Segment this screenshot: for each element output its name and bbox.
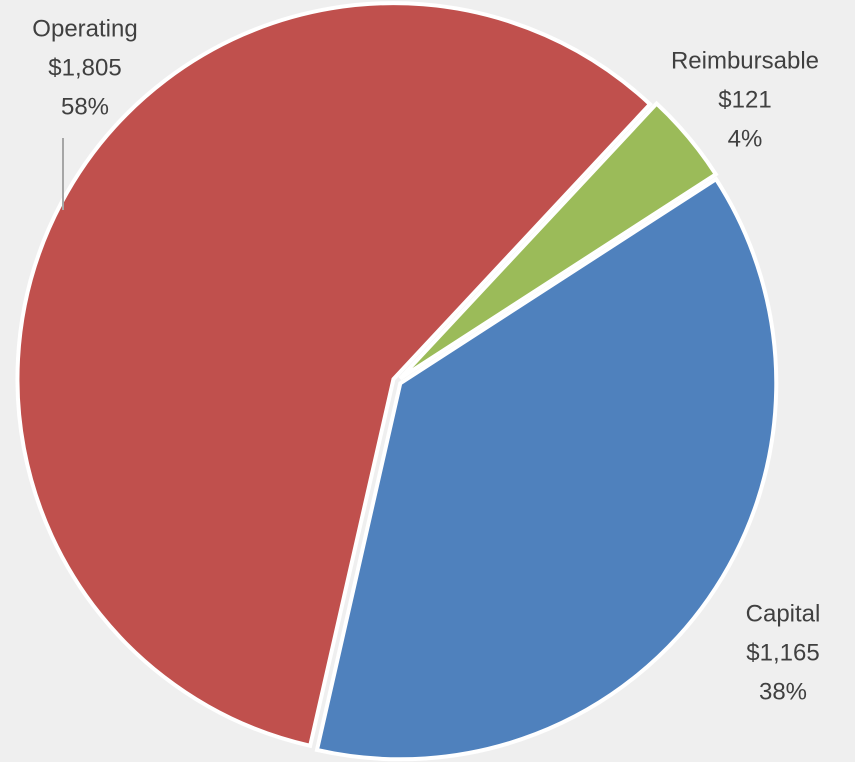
pie-slice [15,1,653,749]
pie-slice [314,176,779,762]
slice-label: Reimbursable [671,47,819,74]
pie-slice [398,100,719,381]
value-label: $1,805 [48,54,121,81]
value-label: $1,165 [746,639,819,666]
percent-label: 38% [759,678,807,705]
value-label: $121 [718,86,771,113]
slice-label: Operating [32,15,137,42]
percent-label: 58% [61,93,109,120]
slice-label: Capital [746,600,821,627]
percent-label: 4% [728,125,763,152]
